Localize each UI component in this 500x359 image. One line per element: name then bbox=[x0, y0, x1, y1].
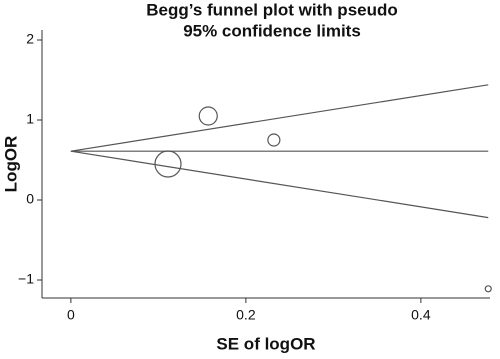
x-tick-label: 0.2 bbox=[236, 307, 256, 323]
point bbox=[198, 106, 218, 126]
point bbox=[154, 150, 182, 178]
chart-title: Begg’s funnel plot with pseudo bbox=[146, 0, 398, 19]
funnel-line bbox=[70, 84, 489, 152]
point bbox=[484, 285, 492, 293]
y-tick-label: 2 bbox=[26, 31, 34, 47]
y-axis-label: LogOR bbox=[1, 136, 20, 193]
funnel-line bbox=[70, 150, 489, 219]
x-tick-label: 0 bbox=[67, 307, 75, 323]
x-tick-label: 0.4 bbox=[411, 307, 431, 323]
x-axis-label: SE of logOR bbox=[216, 334, 315, 353]
y-tick-label: 0 bbox=[26, 191, 34, 207]
y-tick-label: −1 bbox=[18, 271, 34, 287]
point bbox=[267, 133, 281, 147]
y-tick-label: 1 bbox=[26, 111, 34, 127]
chart-title: 95% confidence limits bbox=[183, 21, 361, 40]
